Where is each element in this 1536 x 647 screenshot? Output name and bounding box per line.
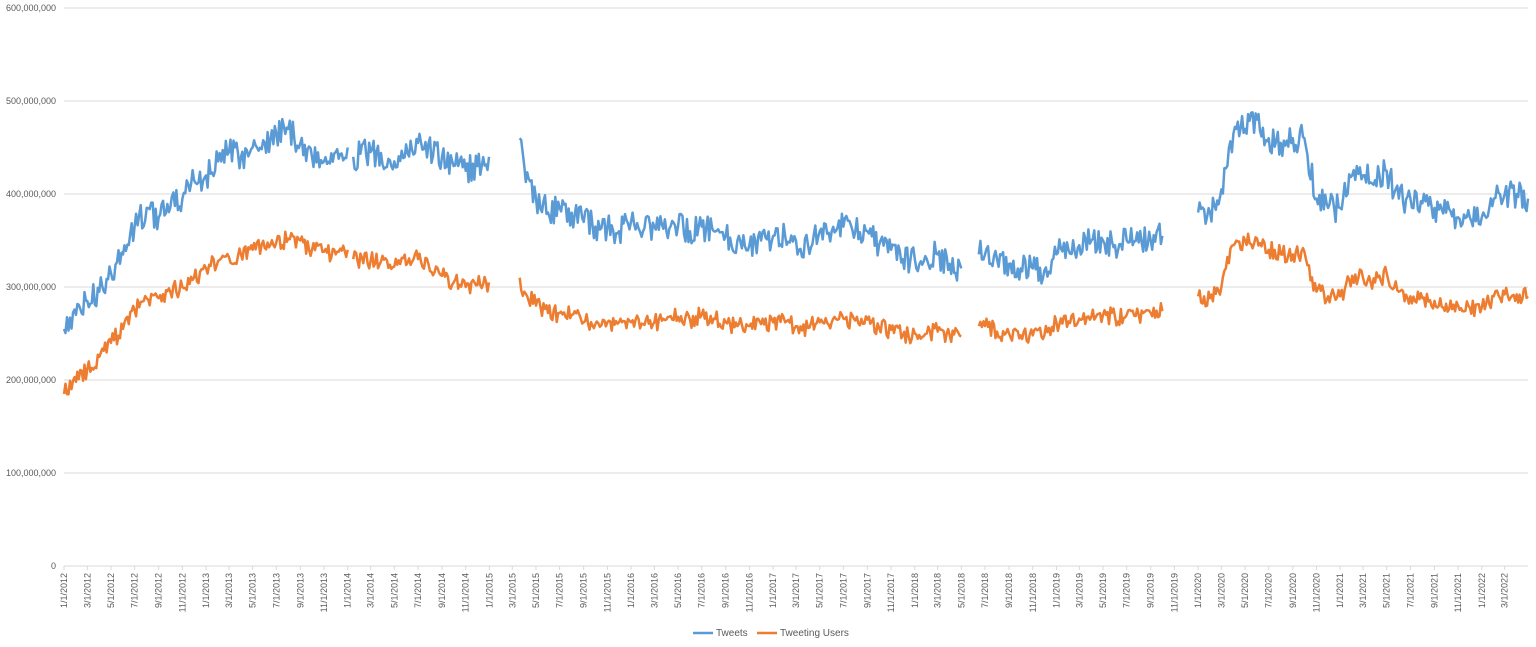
series-line-tweeting-users <box>977 302 1164 344</box>
x-tick-label: 9/1/2021 <box>1429 573 1439 608</box>
x-tick-label: 5/1/2016 <box>673 573 683 608</box>
x-tick-label: 3/1/2013 <box>224 573 234 608</box>
x-tick-label: 7/1/2014 <box>413 573 423 608</box>
x-tick-label: 7/1/2020 <box>1264 573 1274 608</box>
x-tick-label: 7/1/2018 <box>980 573 990 608</box>
x-tick-label: 1/1/2019 <box>1051 573 1061 608</box>
x-tick-label: 3/1/2020 <box>1216 573 1226 608</box>
x-tick-label: 1/1/2012 <box>59 573 69 608</box>
x-tick-label: 1/1/2018 <box>910 573 920 608</box>
x-tick-label: 1/1/2014 <box>343 573 353 608</box>
x-tick-label: 7/1/2015 <box>555 573 565 608</box>
x-tick-label: 1/1/2016 <box>626 573 636 608</box>
y-tick-label: 400,000,000 <box>6 189 56 199</box>
x-tick-label: 5/1/2015 <box>531 573 541 608</box>
x-tick-label: 3/1/2021 <box>1358 573 1368 608</box>
legend: Tweets Tweeting Users <box>693 628 849 639</box>
x-tick-label: 7/1/2017 <box>838 573 848 608</box>
series-line-tweets <box>977 222 1164 285</box>
x-tick-label: 3/1/2012 <box>82 573 92 608</box>
x-tick-label: 9/1/2017 <box>862 573 872 608</box>
x-tick-label: 1/1/2017 <box>768 573 778 608</box>
x-tick-label: 7/1/2012 <box>130 573 140 608</box>
x-tick-label: 7/1/2021 <box>1405 573 1415 608</box>
x-tick-label: 3/1/2017 <box>791 573 801 608</box>
x-tick-label: 11/1/2017 <box>886 573 896 612</box>
x-tick-label: 9/1/2012 <box>154 573 164 608</box>
x-tick-label: 5/1/2018 <box>956 573 966 608</box>
x-tick-label: 9/1/2013 <box>295 573 305 608</box>
legend-label-tweets: Tweets <box>716 628 748 639</box>
x-tick-label: 5/1/2017 <box>815 573 825 608</box>
legend-label-tweeting-users: Tweeting Users <box>780 628 849 639</box>
x-tick-label: 7/1/2013 <box>271 573 281 608</box>
series-line-tweeting-users <box>518 277 962 345</box>
x-tick-label: 5/1/2013 <box>248 573 258 608</box>
x-tick-label: 7/1/2016 <box>697 573 707 608</box>
series-line-tweets <box>351 132 491 184</box>
y-tick-label: 300,000,000 <box>6 282 56 292</box>
x-tick-label: 11/1/2015 <box>602 573 612 612</box>
series-line-tweets <box>62 117 349 335</box>
series-line-tweeting-users <box>62 230 349 396</box>
x-tick-label: 11/1/2020 <box>1311 573 1321 612</box>
x-tick-label: 1/1/2020 <box>1193 573 1203 608</box>
gridlines <box>64 7 1528 474</box>
x-tick-label: 1/1/2013 <box>201 573 211 608</box>
x-tick-label: 9/1/2014 <box>437 573 447 608</box>
y-tick-label: 500,000,000 <box>6 96 56 106</box>
x-tick-label: 11/1/2021 <box>1453 573 1463 612</box>
x-tick-label: 1/1/2022 <box>1477 573 1487 608</box>
series-lines <box>62 111 1530 396</box>
series-line-tweeting-users <box>351 249 491 295</box>
x-tick-label: 9/1/2018 <box>1004 573 1014 608</box>
y-tick-label: 200,000,000 <box>6 375 56 385</box>
x-tick-label: 9/1/2020 <box>1288 573 1298 608</box>
y-axis-tick-labels: 0 100,000,000 200,000,000 300,000,000 400,00… <box>6 3 56 571</box>
x-axis-tick-labels: 1/1/2012 3/1/2012 5/1/2012 7/1/2012 9/1/2012… <box>59 566 1510 612</box>
x-tick-label: 3/1/2022 <box>1500 573 1510 608</box>
x-tick-label: 5/1/2012 <box>106 573 116 608</box>
x-tick-label: 11/1/2013 <box>319 573 329 612</box>
x-tick-label: 9/1/2015 <box>579 573 589 608</box>
x-tick-label: 3/1/2018 <box>933 573 943 608</box>
x-tick-label: 5/1/2020 <box>1240 573 1250 608</box>
x-tick-label: 11/1/2018 <box>1028 573 1038 612</box>
x-tick-label: 5/1/2019 <box>1098 573 1108 608</box>
x-tick-label: 1/1/2015 <box>484 573 494 608</box>
y-tick-label: 600,000,000 <box>6 3 56 13</box>
x-tick-label: 5/1/2021 <box>1382 573 1392 608</box>
x-tick-label: 11/1/2016 <box>744 573 754 612</box>
x-tick-label: 9/1/2019 <box>1146 573 1156 608</box>
x-tick-label: 3/1/2014 <box>366 573 376 608</box>
y-tick-label: 100,000,000 <box>6 468 56 478</box>
y-tick-label: 0 <box>51 561 56 571</box>
x-tick-label: 3/1/2019 <box>1074 573 1084 608</box>
series-line-tweets <box>1196 111 1530 230</box>
x-tick-label: 1/1/2021 <box>1335 573 1345 608</box>
x-tick-label: 7/1/2019 <box>1122 573 1132 608</box>
x-tick-label: 11/1/2012 <box>177 573 187 612</box>
series-line-tweeting-users <box>1196 232 1529 318</box>
x-tick-label: 11/1/2014 <box>461 573 471 612</box>
x-tick-label: 3/1/2015 <box>507 573 517 608</box>
x-tick-label: 5/1/2014 <box>389 573 399 608</box>
x-tick-label: 9/1/2016 <box>721 573 731 608</box>
series-line-tweets <box>518 137 963 282</box>
x-tick-label: 3/1/2016 <box>649 573 659 608</box>
x-tick-label: 11/1/2019 <box>1169 573 1179 612</box>
